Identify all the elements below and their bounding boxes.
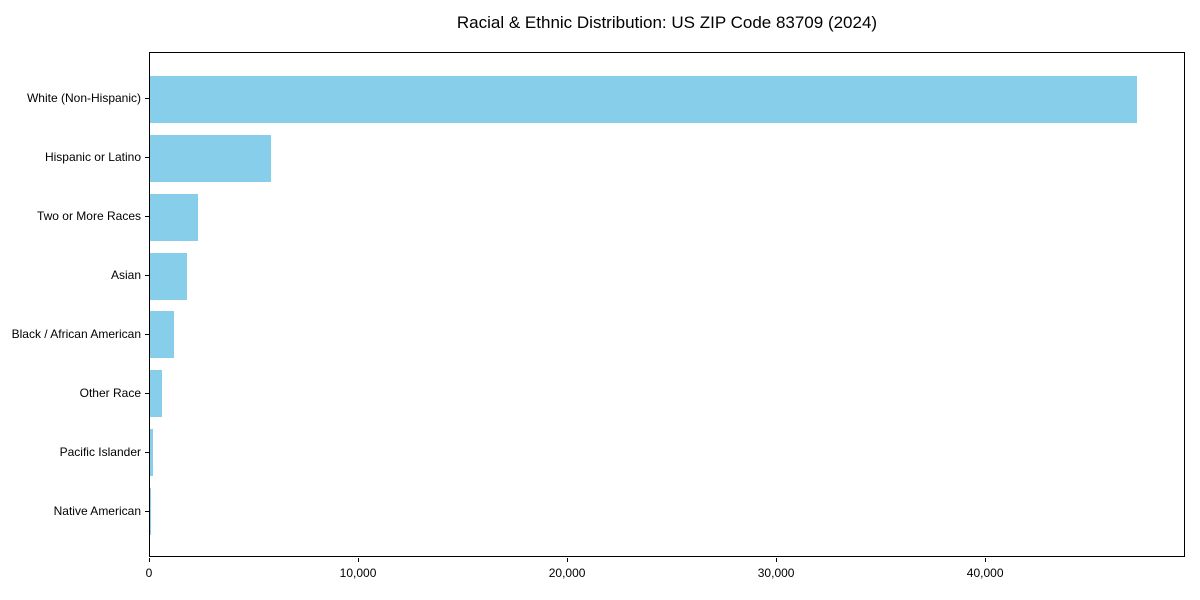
plot-area	[149, 52, 1185, 557]
y-axis-tick	[145, 98, 149, 100]
bar-black-african-american	[150, 311, 175, 359]
y-tick-label: Native American	[53, 503, 141, 518]
y-tick-label: Black / African American	[11, 326, 141, 341]
y-axis-tick	[145, 510, 149, 512]
bar-two-or-more-races	[150, 193, 199, 241]
y-axis-tick	[145, 392, 149, 394]
y-tick-label: White (Non-Hispanic)	[26, 91, 141, 106]
bar-white-non-hispanic	[150, 75, 1137, 124]
y-axis-tick	[145, 333, 149, 335]
y-tick-label: Asian	[110, 268, 141, 283]
x-axis-tick	[776, 558, 778, 562]
y-axis-tick	[145, 275, 149, 277]
chart-title: Racial & Ethnic Distribution: US ZIP Cod…	[456, 13, 878, 32]
x-tick-label: 10,000	[339, 566, 377, 580]
y-axis-tick	[145, 451, 149, 453]
y-tick-label: Hispanic or Latino	[44, 150, 141, 165]
x-axis-tick	[567, 558, 569, 562]
y-tick-label: Pacific Islander	[59, 444, 141, 459]
x-axis-tick	[149, 558, 150, 562]
x-axis-tick	[358, 558, 360, 562]
bar-hispanic-or-latino	[150, 134, 272, 182]
x-axis-tick	[985, 558, 987, 562]
bar-other-race	[150, 370, 162, 418]
bar-native-american	[150, 487, 152, 536]
x-tick-label: 20,000	[548, 566, 586, 580]
x-tick-label: 30,000	[757, 566, 795, 580]
x-tick-label: 40,000	[966, 566, 1004, 580]
y-axis-tick	[145, 157, 149, 159]
bar-asian	[150, 252, 187, 300]
x-tick-label: 0	[145, 566, 153, 580]
y-tick-label: Two or More Races	[36, 209, 141, 224]
y-tick-label: Other Race	[79, 385, 141, 400]
bar-pacific-islander	[150, 429, 153, 477]
y-axis-tick	[145, 216, 149, 218]
